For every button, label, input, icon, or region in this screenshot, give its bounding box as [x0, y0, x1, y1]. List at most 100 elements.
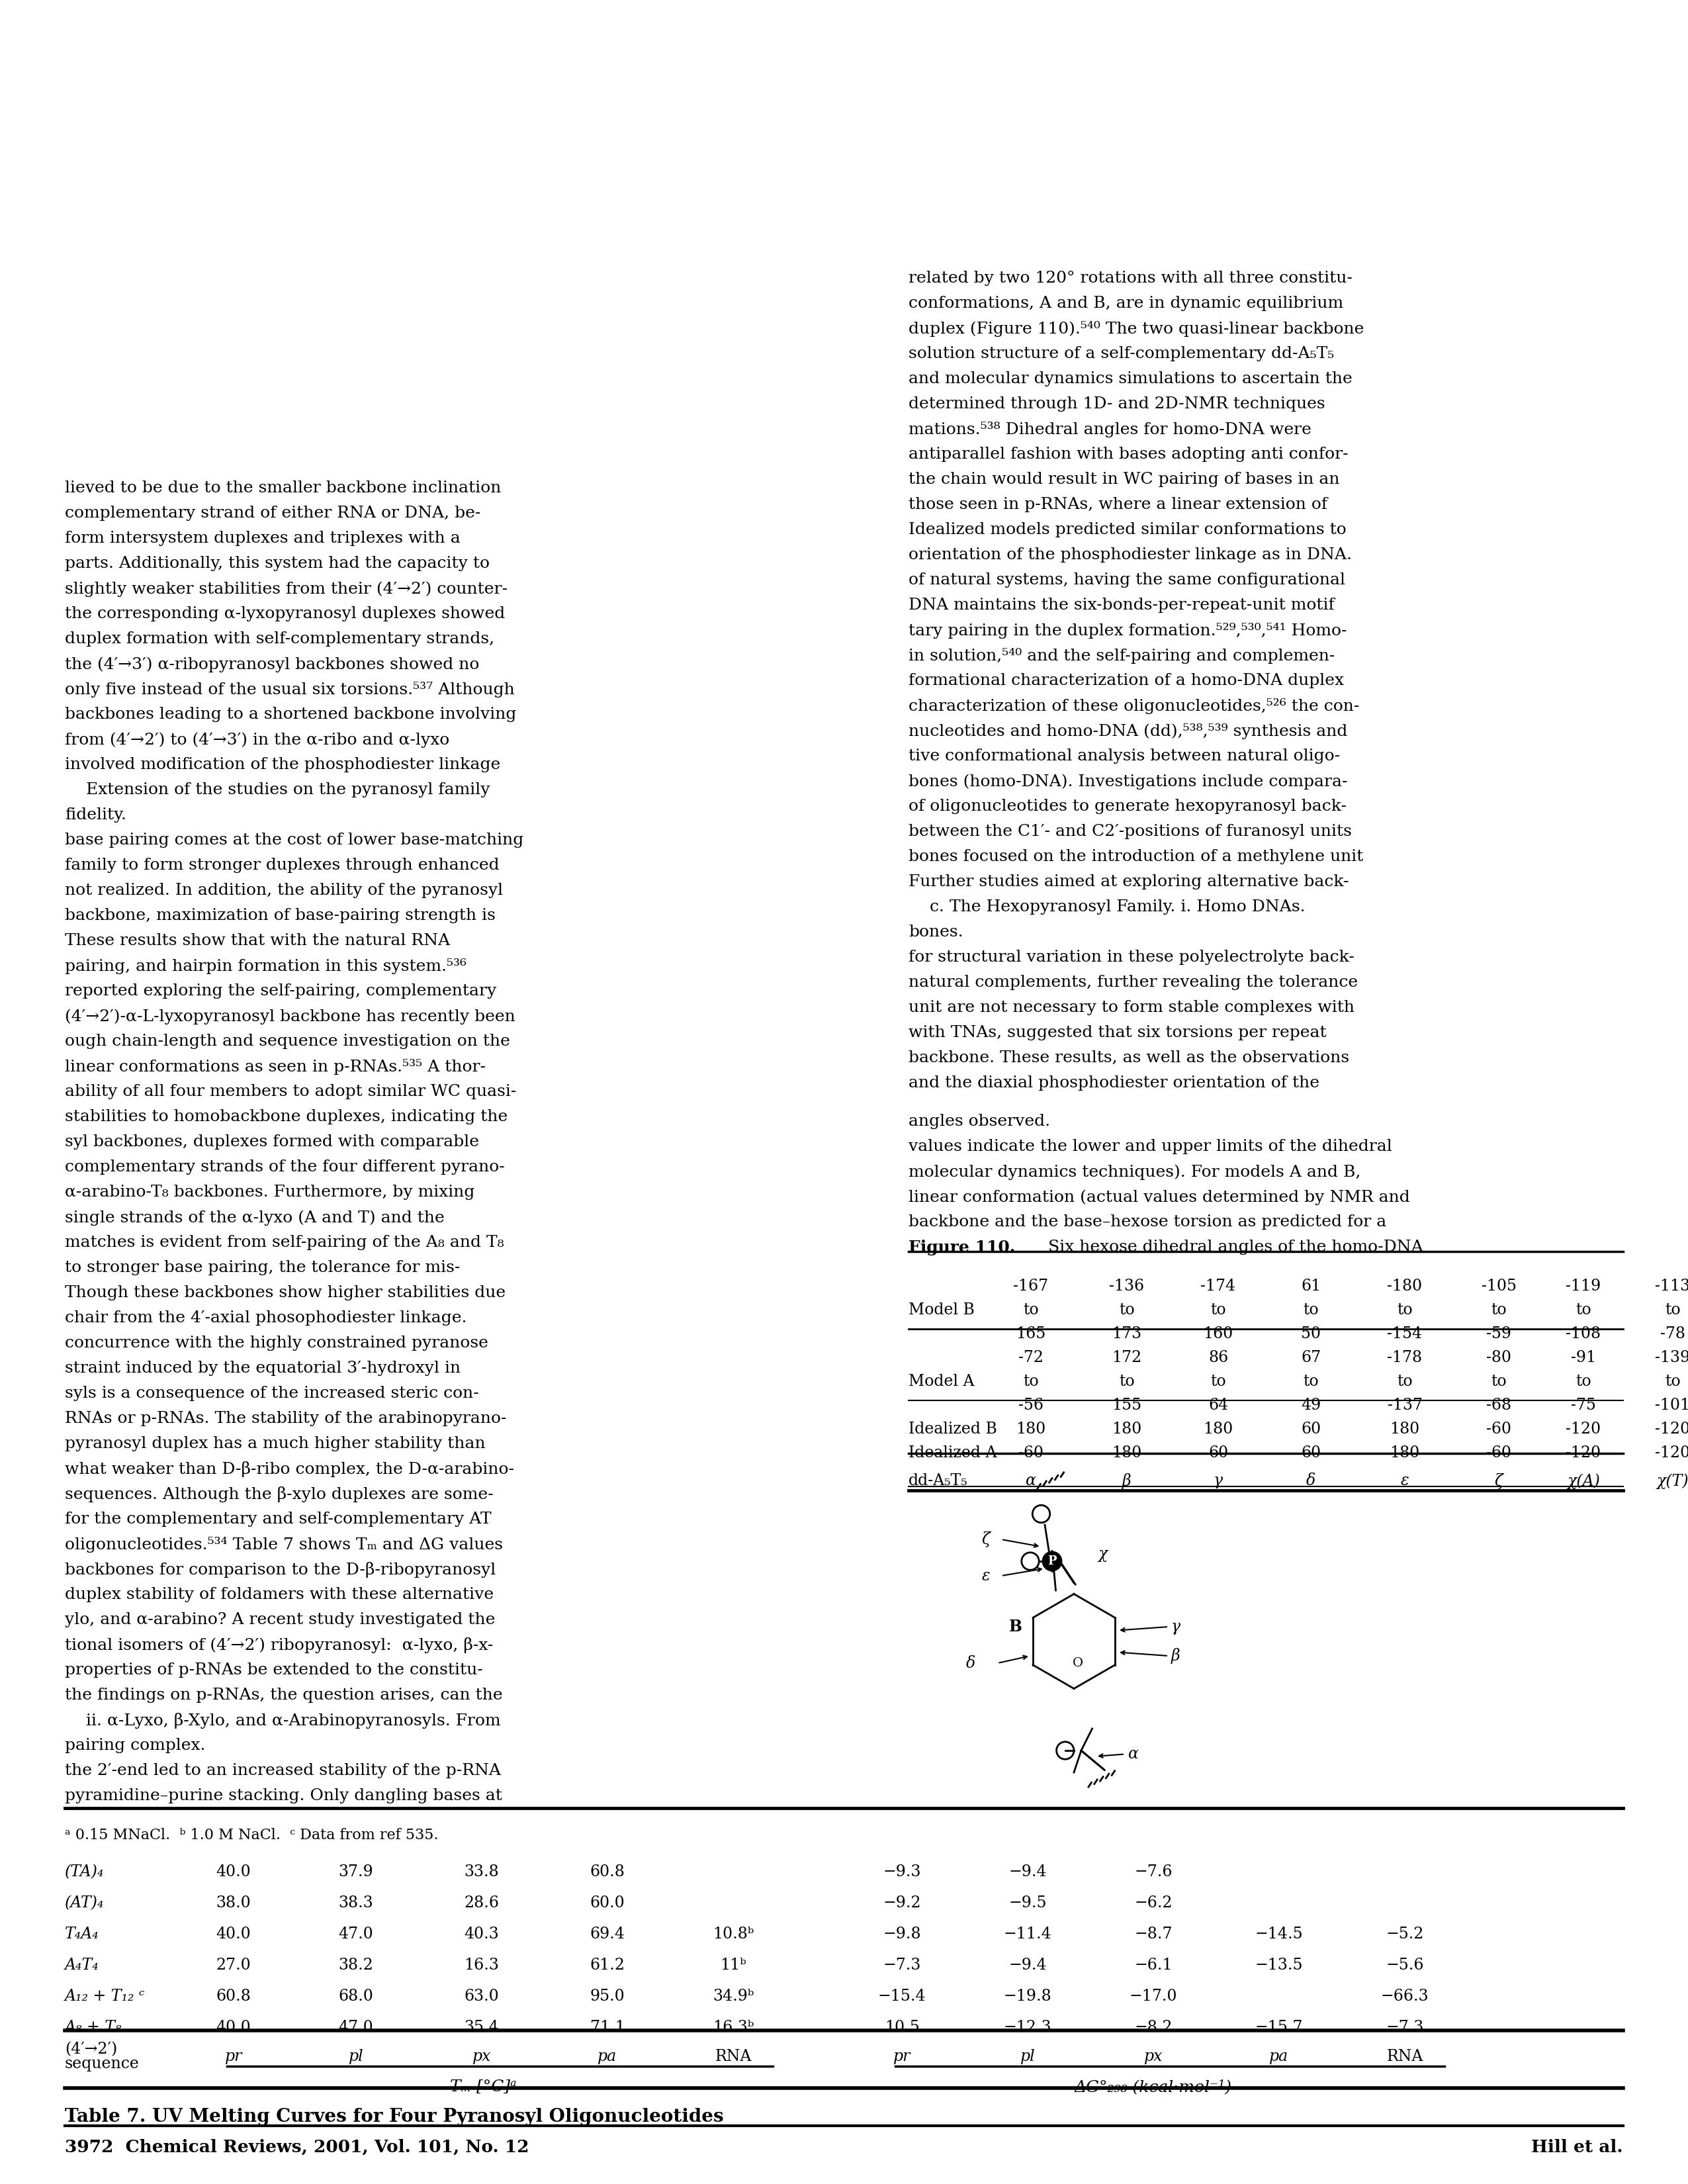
Text: to: to [1210, 1302, 1225, 1317]
Text: -72: -72 [1018, 1350, 1043, 1365]
Text: A₄T₄: A₄T₄ [64, 1957, 100, 1972]
Text: to: to [1575, 1302, 1592, 1317]
Text: what weaker than D-β-ribo complex, the D-α-arabino-: what weaker than D-β-ribo complex, the D… [64, 1461, 515, 1476]
Text: with TNAs, suggested that six torsions per repeat: with TNAs, suggested that six torsions p… [908, 1024, 1327, 1040]
Text: -120: -120 [1656, 1446, 1688, 1461]
Text: −8.2: −8.2 [1134, 2020, 1173, 2035]
Text: β: β [1123, 1474, 1131, 1489]
Text: unit are not necessary to form stable complexes with: unit are not necessary to form stable co… [908, 1000, 1354, 1016]
Text: angles observed.: angles observed. [908, 1114, 1050, 1129]
Text: Model A: Model A [908, 1374, 974, 1389]
Text: formational characterization of a homo-DNA duplex: formational characterization of a homo-D… [908, 673, 1344, 688]
Text: 67: 67 [1301, 1350, 1320, 1365]
Text: to: to [1575, 1374, 1592, 1389]
Text: 27.0: 27.0 [216, 1957, 252, 1972]
Text: to: to [1398, 1374, 1413, 1389]
Text: natural complements, further revealing the tolerance: natural complements, further revealing t… [908, 974, 1357, 989]
Text: 95.0: 95.0 [591, 1990, 625, 2005]
Text: to: to [1023, 1374, 1038, 1389]
Text: -60: -60 [1485, 1422, 1511, 1437]
Text: (4′→2′): (4′→2′) [64, 2042, 116, 2057]
Circle shape [1041, 1551, 1062, 1572]
Text: -137: -137 [1388, 1398, 1423, 1413]
Text: γ: γ [1171, 1618, 1180, 1634]
Text: 10.8ᵇ: 10.8ᵇ [712, 1926, 755, 1942]
Text: values indicate the lower and upper limits of the dihedral: values indicate the lower and upper limi… [908, 1140, 1393, 1153]
Text: to: to [1023, 1302, 1038, 1317]
Text: only five instead of the usual six torsions.⁵³⁷ Although: only five instead of the usual six torsi… [64, 681, 515, 697]
Text: 49: 49 [1301, 1398, 1320, 1413]
Text: to: to [1303, 1374, 1318, 1389]
Text: for the complementary and self-complementary AT: for the complementary and self-complemen… [64, 1511, 491, 1527]
Text: 37.9: 37.9 [339, 1865, 373, 1880]
Text: complementary strand of either RNA or DNA, be-: complementary strand of either RNA or DN… [64, 507, 481, 520]
Text: single strands of the α-lyxo (A and T) and the: single strands of the α-lyxo (A and T) a… [64, 1210, 444, 1225]
Text: RNAs or p-RNAs. The stability of the arabinopyrano-: RNAs or p-RNAs. The stability of the ara… [64, 1411, 506, 1426]
Text: related by two 120° rotations with all three constitu-: related by two 120° rotations with all t… [908, 271, 1352, 286]
Text: tional isomers of (4′→2′) ribopyranosyl:  α-lyxo, β-x-: tional isomers of (4′→2′) ribopyranosyl:… [64, 1638, 493, 1653]
Text: Table 7. UV Melting Curves for Four Pyranosyl Oligonucleotides: Table 7. UV Melting Curves for Four Pyra… [64, 2108, 724, 2125]
Text: to: to [1664, 1374, 1681, 1389]
Text: 40.0: 40.0 [216, 2020, 252, 2035]
Text: 69.4: 69.4 [589, 1926, 625, 1942]
Text: pyramidine–purine stacking. Only dangling bases at: pyramidine–purine stacking. Only danglin… [64, 1789, 501, 1804]
Text: from (4′→2′) to (4′→3′) in the α-ribo and α-lyxo: from (4′→2′) to (4′→3′) in the α-ribo an… [64, 732, 449, 747]
Text: concurrence with the highly constrained pyranose: concurrence with the highly constrained … [64, 1337, 488, 1350]
Text: -101: -101 [1656, 1398, 1688, 1413]
Text: the 2′-end led to an increased stability of the p-RNA: the 2′-end led to an increased stability… [64, 1762, 501, 1778]
Text: parts. Additionally, this system had the capacity to: parts. Additionally, this system had the… [64, 557, 490, 572]
Text: -108: -108 [1566, 1326, 1600, 1341]
Text: in solution,⁵⁴⁰ and the self-pairing and complemen-: in solution,⁵⁴⁰ and the self-pairing and… [908, 649, 1335, 664]
Text: 86: 86 [1209, 1350, 1229, 1365]
Text: to: to [1491, 1374, 1507, 1389]
Text: to: to [1119, 1302, 1134, 1317]
Text: 28.6: 28.6 [464, 1896, 500, 1911]
Text: P: P [1048, 1555, 1057, 1568]
Text: duplex stability of foldamers with these alternative: duplex stability of foldamers with these… [64, 1588, 493, 1603]
Text: lieved to be due to the smaller backbone inclination: lieved to be due to the smaller backbone… [64, 480, 501, 496]
Text: properties of p-RNAs be extended to the constitu-: properties of p-RNAs be extended to the … [64, 1662, 483, 1677]
Text: involved modification of the phosphodiester linkage: involved modification of the phosphodies… [64, 758, 500, 773]
Text: −5.2: −5.2 [1386, 1926, 1423, 1942]
Text: -75: -75 [1572, 1398, 1595, 1413]
Text: bones focused on the introduction of a methylene unit: bones focused on the introduction of a m… [908, 850, 1364, 865]
Text: between the C1′- and C2′-positions of furanosyl units: between the C1′- and C2′-positions of fu… [908, 823, 1352, 839]
Text: −9.8: −9.8 [883, 1926, 922, 1942]
Text: not realized. In addition, the ability of the pyranosyl: not realized. In addition, the ability o… [64, 882, 503, 898]
Text: stabilities to homobackbone duplexes, indicating the: stabilities to homobackbone duplexes, in… [64, 1109, 508, 1125]
Text: -80: -80 [1485, 1350, 1511, 1365]
Text: base pairing comes at the cost of lower base-matching: base pairing comes at the cost of lower … [64, 832, 523, 847]
Text: nucleotides and homo-DNA (dd),⁵³⁸,⁵³⁹ synthesis and: nucleotides and homo-DNA (dd),⁵³⁸,⁵³⁹ sy… [908, 723, 1347, 738]
Text: (AT)₄: (AT)₄ [64, 1896, 105, 1911]
Text: Hill et al.: Hill et al. [1531, 2138, 1624, 2156]
Text: those seen in p-RNAs, where a linear extension of: those seen in p-RNAs, where a linear ext… [908, 498, 1327, 513]
Text: Further studies aimed at exploring alternative back-: Further studies aimed at exploring alter… [908, 874, 1349, 889]
Text: chair from the 4′-axial phosophodiester linkage.: chair from the 4′-axial phosophodiester … [64, 1310, 468, 1326]
Text: -120: -120 [1566, 1422, 1600, 1437]
Text: 16.3ᵇ: 16.3ᵇ [712, 2020, 755, 2035]
Text: −9.3: −9.3 [883, 1865, 922, 1880]
Text: Idealized A: Idealized A [908, 1446, 998, 1461]
Text: determined through 1D- and 2D-NMR techniques: determined through 1D- and 2D-NMR techni… [908, 397, 1325, 411]
Text: γ: γ [1214, 1474, 1222, 1489]
Text: −19.8: −19.8 [1004, 1990, 1052, 2005]
Text: -120: -120 [1656, 1422, 1688, 1437]
Text: backbone, maximization of base-pairing strength is: backbone, maximization of base-pairing s… [64, 909, 496, 924]
Text: straint induced by the equatorial 3′-hydroxyl in: straint induced by the equatorial 3′-hyd… [64, 1361, 461, 1376]
Text: Figure 110.: Figure 110. [908, 1241, 1014, 1256]
Text: ability of all four members to adopt similar WC quasi-: ability of all four members to adopt sim… [64, 1083, 517, 1099]
Text: -154: -154 [1388, 1326, 1423, 1341]
Text: -120: -120 [1566, 1446, 1600, 1461]
Text: χ: χ [1099, 1546, 1107, 1562]
Text: δ: δ [966, 1655, 976, 1671]
Text: Idealized models predicted similar conformations to: Idealized models predicted similar confo… [908, 522, 1347, 537]
Text: duplex (Figure 110).⁵⁴⁰ The two quasi-linear backbone: duplex (Figure 110).⁵⁴⁰ The two quasi-li… [908, 321, 1364, 336]
Text: α-arabino-T₈ backbones. Furthermore, by mixing: α-arabino-T₈ backbones. Furthermore, by … [64, 1184, 474, 1199]
Text: 155: 155 [1112, 1398, 1141, 1413]
Text: fidelity.: fidelity. [64, 808, 127, 823]
Text: 60.0: 60.0 [591, 1896, 625, 1911]
Text: family to form stronger duplexes through enhanced: family to form stronger duplexes through… [64, 858, 500, 874]
Text: 38.3: 38.3 [339, 1896, 373, 1911]
Text: to: to [1664, 1302, 1681, 1317]
Text: pr: pr [893, 2049, 910, 2064]
